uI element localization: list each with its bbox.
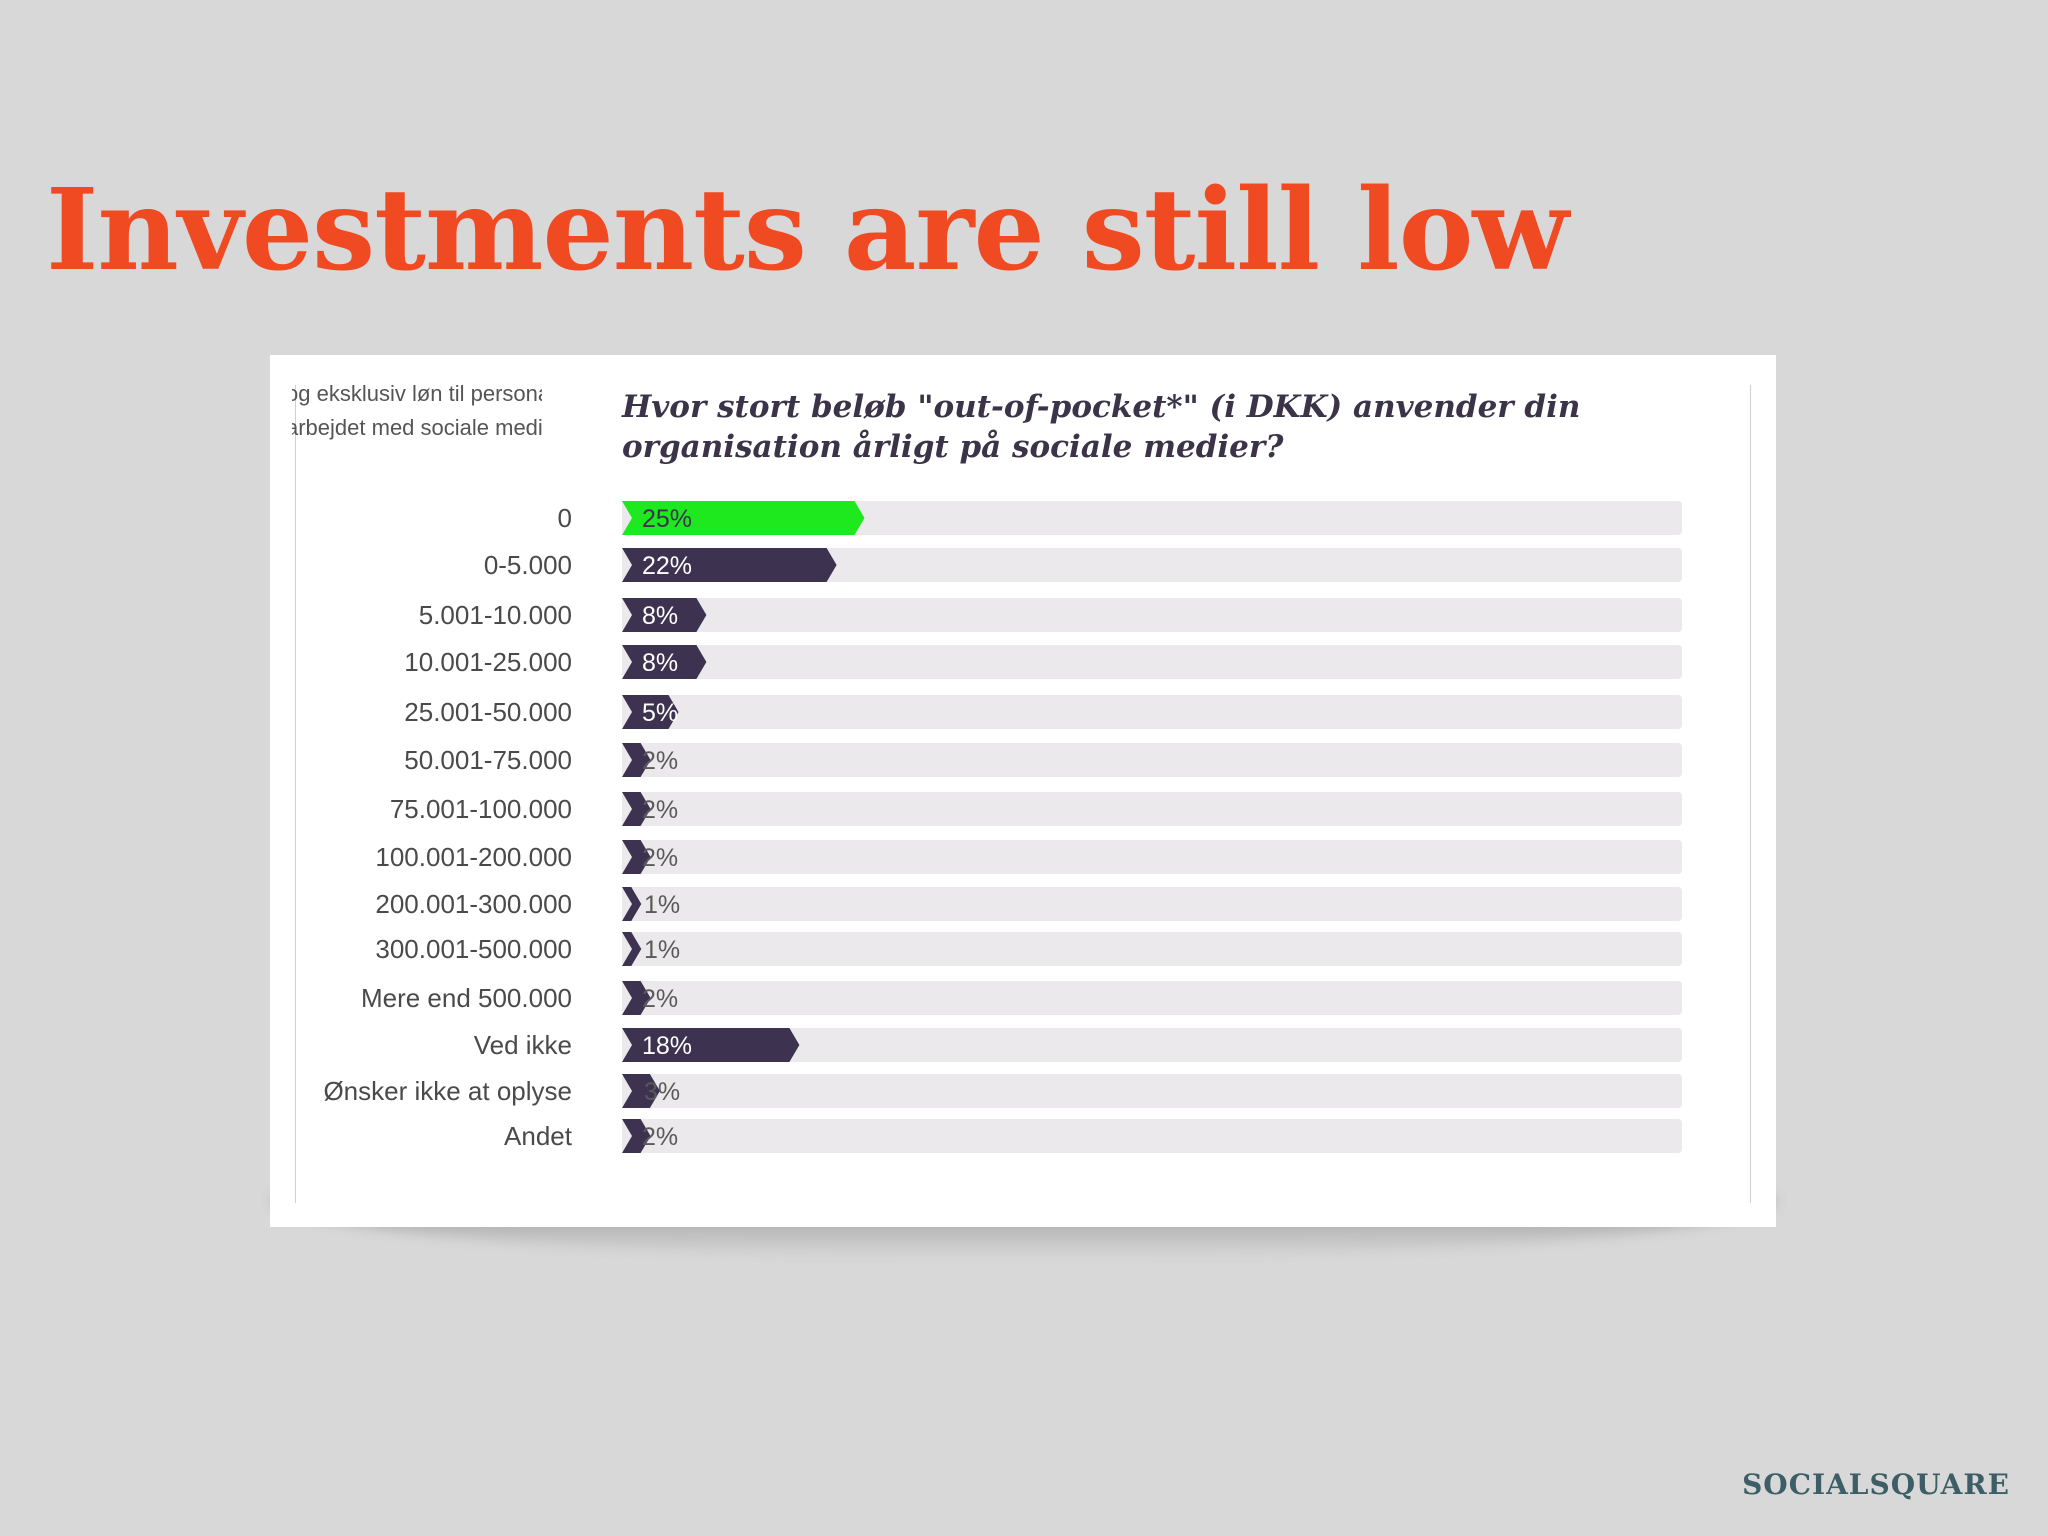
card-border-left <box>295 385 296 1203</box>
cropped-note-line-1: og eksklusiv løn til personale <box>292 381 542 406</box>
cropped-note-line-2: arbejdet med sociale medier. <box>292 415 542 440</box>
bar-track <box>622 645 1682 679</box>
bar-chart: 0 25% 0-5.000 22% 5.001-10.000 8% 10.001-25.00… <box>323 501 1682 1153</box>
slide-title: Investments are still low <box>46 165 1569 296</box>
value-label: 2% <box>642 796 678 824</box>
bar <box>622 645 707 679</box>
value-label: 22% <box>642 552 692 580</box>
category-label: 50.001-75.000 <box>404 745 572 775</box>
bar <box>622 501 865 535</box>
bar <box>622 932 642 966</box>
value-label: 2% <box>642 1123 678 1151</box>
category-label: 10.001-25.000 <box>404 647 572 677</box>
bar <box>622 887 642 921</box>
bar <box>622 1119 651 1153</box>
chart-card: og eksklusiv løn til personale arbejdet … <box>270 355 1776 1227</box>
value-label: 2% <box>642 747 678 775</box>
bar <box>622 598 707 632</box>
bar <box>622 695 679 729</box>
bar <box>622 1074 660 1108</box>
value-label: 1% <box>644 891 680 919</box>
category-label: 0 <box>558 503 572 533</box>
value-label: 3% <box>644 1078 680 1106</box>
category-label: 75.001-100.000 <box>390 794 572 824</box>
value-label: 18% <box>642 1032 692 1060</box>
bar-track <box>622 1074 1682 1108</box>
category-label: 0-5.000 <box>484 550 572 580</box>
bar-track <box>622 598 1682 632</box>
category-label: 25.001-50.000 <box>404 697 572 727</box>
bar-track <box>622 981 1682 1015</box>
bar-track <box>622 695 1682 729</box>
bar-track <box>622 548 1682 582</box>
category-label: 300.001-500.000 <box>375 934 572 964</box>
bar <box>622 792 651 826</box>
bar-track <box>622 932 1682 966</box>
cropped-note: og eksklusiv løn til personale arbejdet … <box>292 377 542 445</box>
bar <box>622 840 651 874</box>
brand-logo: SOCIALSQUARE <box>1742 1468 2010 1501</box>
bar-track <box>622 1119 1682 1153</box>
bar-track <box>622 840 1682 874</box>
category-label: Ønsker ikke at oplyse <box>323 1076 572 1106</box>
category-label: 200.001-300.000 <box>375 889 572 919</box>
category-label: 5.001-10.000 <box>419 600 572 630</box>
category-label: 100.001-200.000 <box>375 842 572 872</box>
card-border-right <box>1750 385 1751 1203</box>
bar-track <box>622 1028 1682 1062</box>
bar-track <box>622 501 1682 535</box>
value-label: 2% <box>642 985 678 1013</box>
value-label: 1% <box>644 936 680 964</box>
bar <box>622 743 651 777</box>
category-label: Mere end 500.000 <box>361 983 572 1013</box>
value-label: 25% <box>642 505 692 533</box>
bar-track <box>622 887 1682 921</box>
category-label: Andet <box>504 1121 573 1151</box>
bar-track <box>622 743 1682 777</box>
bar <box>622 981 651 1015</box>
chart-title: Hvor stort beløb "out-of-pocket*" (i DKK… <box>622 389 1581 465</box>
value-label: 8% <box>642 602 678 630</box>
value-label: 8% <box>642 649 678 677</box>
bar-track <box>622 792 1682 826</box>
category-label: Ved ikke <box>474 1030 572 1060</box>
bar <box>622 548 837 582</box>
value-label: 5% <box>642 699 678 727</box>
bar <box>622 1028 800 1062</box>
value-label: 2% <box>642 844 678 872</box>
